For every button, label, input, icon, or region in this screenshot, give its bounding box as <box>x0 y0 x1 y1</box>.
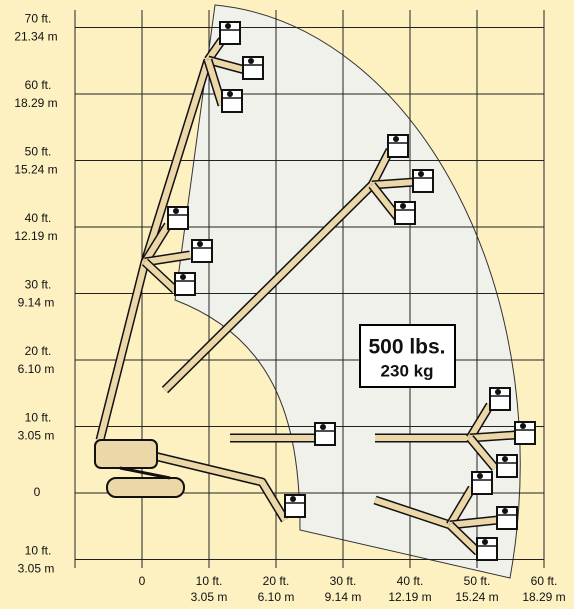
x-label-ft: 0 <box>139 574 146 588</box>
x-label-ft: 10 ft. <box>196 574 223 588</box>
x-label-ft: 40 ft. <box>397 574 424 588</box>
operator <box>227 91 233 97</box>
operator <box>400 203 406 209</box>
operator <box>180 274 186 280</box>
machine-body <box>95 440 157 468</box>
y-label-m: 18.29 m <box>14 96 57 110</box>
range-diagram: 70 ft. 21.34 m 60 ft. 18.29 m 50 ft. 15.24 m 4… <box>0 0 574 609</box>
y-label-ft: 30 ft. <box>25 278 52 292</box>
operator <box>477 473 483 479</box>
operator <box>290 496 296 502</box>
operator <box>482 539 488 545</box>
boom <box>470 435 515 438</box>
operator <box>248 58 254 64</box>
y-label-ft: 10 ft. <box>25 544 52 558</box>
x-label-m: 9.14 m <box>325 590 362 604</box>
y-label-ft: 50 ft. <box>25 145 52 159</box>
y-label-m: 3.05 m <box>18 429 55 443</box>
x-label-m: 15.24 m <box>455 590 498 604</box>
load-kg: 230 kg <box>381 361 434 380</box>
y-label-m: 12.19 m <box>14 229 57 243</box>
x-label-ft: 50 ft. <box>464 574 491 588</box>
boom <box>372 182 415 185</box>
operator <box>418 171 424 177</box>
y-label-ft: 20 ft. <box>25 344 52 358</box>
y-label-m: 15.24 m <box>14 163 57 177</box>
operator <box>393 136 399 142</box>
y-label-ft: 10 ft. <box>25 411 52 425</box>
x-label-m: 6.10 m <box>258 590 295 604</box>
x-label-ft: 30 ft. <box>330 574 357 588</box>
y-label-m: 6.10 m <box>18 362 55 376</box>
x-label-m: 12.19 m <box>388 590 431 604</box>
operator <box>502 456 508 462</box>
x-label-ft: 60 ft. <box>531 574 558 588</box>
x-label-ft: 20 ft. <box>263 574 290 588</box>
operator <box>502 508 508 514</box>
y-label-m: 21.34 m <box>14 30 57 44</box>
operator <box>173 208 179 214</box>
operator <box>320 424 326 430</box>
operator <box>520 423 526 429</box>
x-label-m: 3.05 m <box>191 590 228 604</box>
y-label-ft: 40 ft. <box>25 211 52 225</box>
tracks <box>107 478 184 497</box>
y-label-ft: 0 <box>34 485 41 499</box>
operator <box>225 23 231 29</box>
x-label-m: 18.29 m <box>522 590 565 604</box>
y-label-m: 3.05 m <box>18 562 55 576</box>
y-label-ft: 70 ft. <box>25 12 52 26</box>
y-label-m: 9.14 m <box>18 296 55 310</box>
load-lbs: 500 lbs. <box>368 336 445 359</box>
y-label-ft: 60 ft. <box>25 78 52 92</box>
operator <box>495 389 501 395</box>
load-box: 500 lbs. 230 kg <box>360 325 455 387</box>
operator <box>197 241 203 247</box>
